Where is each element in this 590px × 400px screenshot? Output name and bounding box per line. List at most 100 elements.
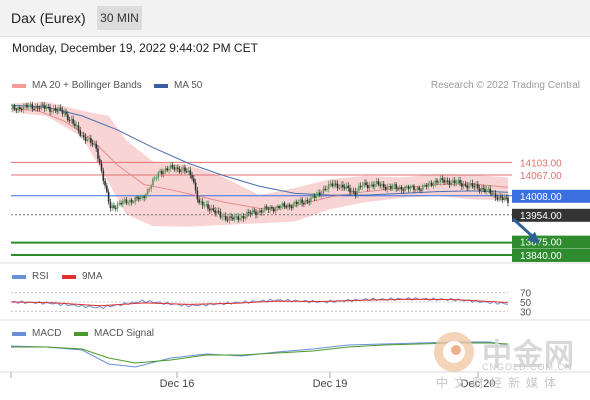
candle-body bbox=[113, 205, 115, 208]
candle-body bbox=[52, 108, 55, 112]
candle-body bbox=[84, 136, 87, 141]
candle-body bbox=[253, 210, 255, 212]
candle-body bbox=[505, 197, 508, 199]
candle-body bbox=[485, 189, 488, 192]
timeframe-button[interactable]: 30 MIN bbox=[97, 6, 142, 30]
candle-body bbox=[406, 186, 408, 188]
candle-body bbox=[130, 199, 133, 203]
candle-body bbox=[430, 182, 433, 186]
candle-body bbox=[239, 217, 241, 220]
candle-body bbox=[496, 197, 499, 200]
candle-body bbox=[358, 185, 360, 192]
candle-body bbox=[457, 180, 460, 183]
candle-body bbox=[11, 105, 14, 109]
ma50-swatch bbox=[154, 83, 168, 88]
candle-body bbox=[343, 187, 346, 189]
candle-body bbox=[429, 182, 431, 184]
candle-body bbox=[338, 187, 341, 189]
candle-body bbox=[452, 180, 454, 183]
rsi-level-label: 70 bbox=[520, 289, 532, 300]
candle-body bbox=[365, 182, 367, 186]
candle-body bbox=[301, 199, 303, 204]
candle-body bbox=[189, 170, 192, 176]
candle-body bbox=[24, 104, 26, 106]
candle-body bbox=[290, 206, 293, 209]
candle-body bbox=[145, 194, 147, 199]
legend-ma20: MA 20 + Bollinger Bands bbox=[12, 80, 142, 91]
candle-body bbox=[209, 208, 211, 211]
candle-body bbox=[388, 186, 390, 188]
candle-body bbox=[242, 215, 245, 219]
candle-body bbox=[95, 143, 97, 149]
candle-body bbox=[210, 208, 213, 211]
candle-body bbox=[58, 107, 60, 111]
candle-body bbox=[111, 205, 113, 209]
candle-body bbox=[40, 104, 42, 109]
candle-body bbox=[322, 188, 325, 194]
candle-body bbox=[494, 193, 497, 198]
candle-body bbox=[230, 216, 232, 218]
candle-body bbox=[38, 108, 41, 110]
candle-body bbox=[260, 210, 263, 213]
candle-body bbox=[276, 205, 279, 208]
legend-macd-signal-label: MACD Signal bbox=[94, 328, 155, 339]
candle-body bbox=[182, 167, 184, 170]
legend-ma50-label: MA 50 bbox=[174, 80, 203, 91]
candle-body bbox=[425, 185, 428, 187]
rsi-level-label: 30 bbox=[520, 307, 532, 318]
candle-body bbox=[441, 178, 444, 180]
candle-body bbox=[20, 109, 23, 111]
candle-body bbox=[395, 184, 397, 189]
watermark-sub: 中文财经新媒体 bbox=[436, 376, 563, 390]
candle-body bbox=[138, 197, 140, 200]
candle-body bbox=[75, 125, 78, 127]
candle-body bbox=[462, 184, 465, 187]
candle-body bbox=[352, 191, 355, 193]
candle-body bbox=[68, 120, 71, 122]
candle-body bbox=[100, 163, 103, 171]
candle-body bbox=[482, 188, 484, 190]
candle-body bbox=[280, 205, 282, 209]
candle-body bbox=[26, 104, 28, 108]
candle-body bbox=[70, 119, 73, 121]
candle-body bbox=[390, 186, 392, 189]
candle-body bbox=[287, 204, 289, 208]
candle-body bbox=[283, 202, 286, 207]
candle-body bbox=[315, 194, 318, 198]
candle-body bbox=[468, 185, 470, 189]
candle-body bbox=[159, 170, 161, 173]
candle-body bbox=[98, 158, 101, 164]
candle-body bbox=[386, 186, 389, 190]
candle-body bbox=[271, 206, 273, 209]
candle-body bbox=[285, 206, 287, 208]
candle-body bbox=[59, 107, 62, 110]
candle-body bbox=[439, 178, 442, 183]
level-tag-2 bbox=[512, 189, 590, 203]
x-label-2: Dec 20 bbox=[461, 378, 496, 390]
level-label-4: 13875.00 bbox=[520, 238, 562, 249]
candle-body bbox=[82, 135, 85, 137]
candle-body bbox=[65, 112, 67, 115]
candle-body bbox=[264, 206, 266, 211]
candle-body bbox=[256, 212, 259, 215]
candle-body bbox=[391, 185, 394, 189]
candle-body bbox=[313, 196, 316, 198]
candle-body bbox=[81, 135, 83, 137]
candle-body bbox=[118, 202, 121, 204]
candle-body bbox=[418, 187, 421, 190]
candle-body bbox=[152, 178, 154, 186]
candle-body bbox=[116, 203, 119, 209]
legend-rsi-ma: 9MA bbox=[62, 271, 103, 282]
candle-body bbox=[19, 107, 21, 110]
candle-body bbox=[187, 170, 190, 172]
level-tag-5 bbox=[512, 248, 590, 262]
candle-body bbox=[114, 207, 117, 209]
candle-body bbox=[267, 208, 270, 210]
candle-body bbox=[445, 180, 447, 183]
candle-body bbox=[228, 216, 231, 221]
candle-body bbox=[480, 188, 483, 191]
candle-body bbox=[288, 204, 291, 207]
level-label-5: 13840.00 bbox=[520, 251, 562, 262]
candle-body bbox=[269, 206, 271, 210]
candle-body bbox=[477, 184, 479, 189]
